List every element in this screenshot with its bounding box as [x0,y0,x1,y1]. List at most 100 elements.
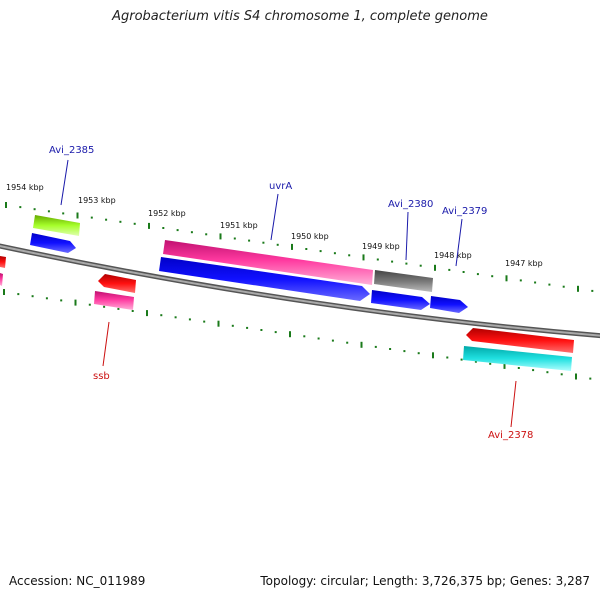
major-tick [575,373,577,380]
minor-tick [119,220,122,223]
minor-tick [548,283,551,286]
kbp-label: 1954 kbp [6,183,44,192]
major-tick [577,285,579,292]
minor-tick [246,326,249,329]
minor-tick [176,229,179,232]
minor-tick [348,254,351,257]
gene-label[interactable]: Avi_2378 [488,430,533,441]
major-tick [360,341,363,348]
minor-tick [276,243,279,246]
gene-feature[interactable] [463,346,572,371]
gene-label[interactable]: ssb [93,371,110,382]
minor-tick [60,299,63,302]
cds-arrow[interactable] [466,328,574,353]
minor-tick [303,335,306,338]
major-tick [76,212,79,219]
minor-tick [248,239,251,242]
gene-feature[interactable] [0,256,6,268]
minor-tick [117,307,120,310]
gene-label-connector [405,211,409,261]
gene-label[interactable]: Avi_2380 [388,199,433,210]
minor-tick [476,273,479,276]
minor-tick [274,331,277,334]
minor-tick [405,262,408,265]
minor-tick [446,356,449,359]
kbp-label: 1948 kbp [434,251,472,260]
minor-tick [546,371,549,374]
minor-tick [90,216,93,219]
topology-label: Topology: circular; Length: 3,726,375 bp… [260,574,590,588]
major-tick [74,299,77,306]
minor-tick [62,212,65,215]
minor-tick [346,341,349,344]
cds-arrow[interactable] [98,274,136,293]
minor-tick [317,337,320,340]
major-tick [219,233,222,240]
minor-tick [105,218,108,221]
kbp-label: 1950 kbp [291,232,329,241]
minor-tick [376,258,379,261]
minor-tick [88,303,91,306]
minor-tick [403,350,406,353]
cds-arrow[interactable] [30,233,76,253]
kbp-label: 1952 kbp [148,209,186,218]
minor-tick [560,373,563,376]
gene-label[interactable]: uvrA [269,181,292,192]
major-tick [217,320,220,327]
minor-tick [389,348,392,350]
gene-feature[interactable] [163,240,373,285]
minor-tick [491,275,494,278]
major-tick [362,254,365,261]
kbp-label: 1951 kbp [220,221,258,230]
gene-feature[interactable] [94,291,134,310]
minor-tick [333,252,336,255]
cds-arrow[interactable] [371,290,430,310]
minor-tick [262,241,265,244]
map-title: Agrobacterium vitis S4 chromosome 1, com… [112,9,488,24]
gene-feature[interactable] [0,273,3,286]
minor-tick [160,314,163,317]
minor-tick [233,237,236,240]
cds-arrow[interactable] [430,296,468,313]
major-tick [5,202,7,208]
major-tick [146,310,148,317]
major-tick [434,264,436,271]
kbp-label: 1949 kbp [362,242,400,251]
tick-row-outer [5,202,594,292]
major-tick [505,275,508,282]
minor-tick [33,208,36,211]
gene-label[interactable]: Avi_2385 [49,145,94,156]
minor-tick [462,271,465,273]
minor-tick [45,297,48,300]
gene-label[interactable]: Avi_2379 [442,206,487,217]
minor-tick [489,362,492,365]
major-tick [503,362,506,369]
gene-label-connector [102,321,110,367]
cds-arrow[interactable] [159,257,370,301]
minor-tick [188,318,191,321]
minor-tick [103,305,106,308]
minor-tick [133,222,136,225]
minor-tick [591,289,594,292]
minor-tick [331,339,334,342]
minor-tick [162,227,165,229]
minor-tick [448,268,451,271]
minor-tick [31,295,34,298]
minor-tick [589,377,592,380]
kbp-label: 1953 kbp [78,196,116,205]
gene-feature[interactable] [374,270,433,292]
minor-tick [205,233,208,236]
minor-tick [47,210,50,213]
major-tick [3,289,5,295]
gene-label-connector [270,193,279,241]
minor-tick [534,281,537,284]
minor-tick [190,231,193,234]
minor-tick [474,360,477,363]
gene-feature[interactable] [33,215,80,236]
minor-tick [231,324,234,327]
minor-tick [417,352,420,355]
minor-tick [532,369,535,372]
gene-label-connector [455,218,463,267]
minor-tick [19,206,22,209]
